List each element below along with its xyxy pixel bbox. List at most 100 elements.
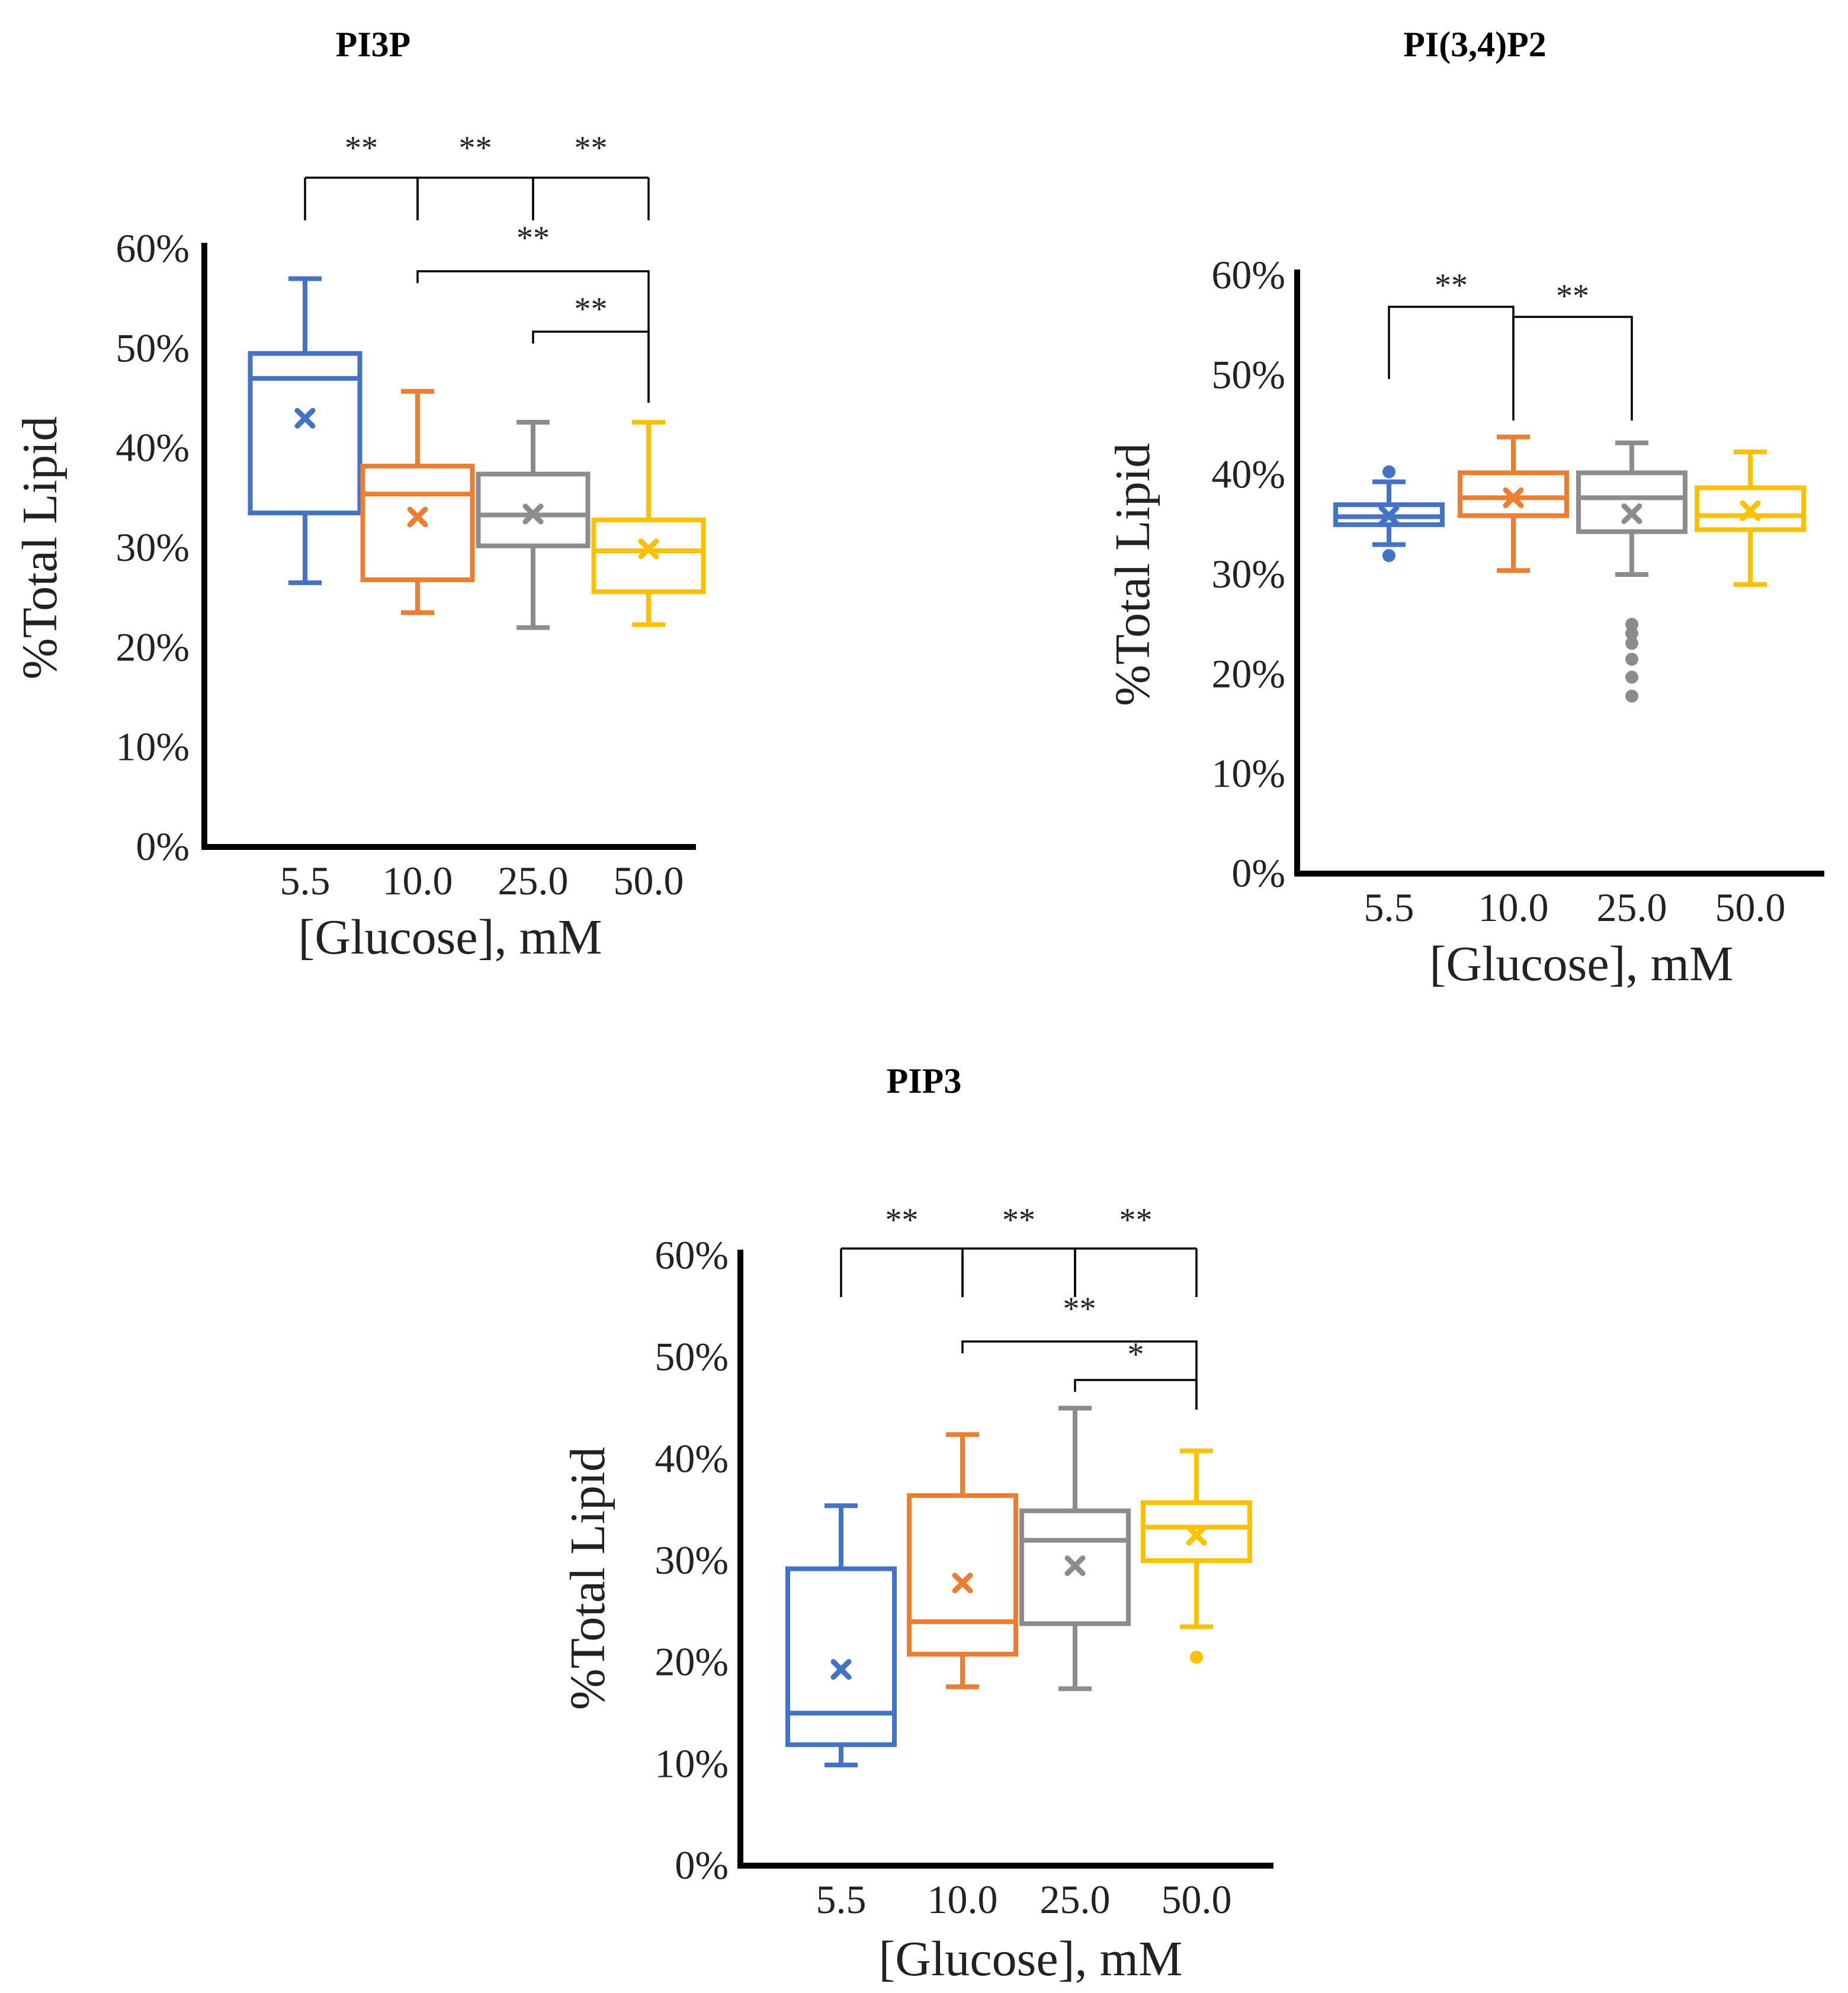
box-25.0 [1019, 1405, 1131, 1692]
significance-label: ** [886, 1202, 919, 1238]
mean-marker [407, 506, 428, 528]
mean-marker [830, 1659, 852, 1680]
axes [201, 243, 696, 850]
chart-panel-3: PIP3 0% 10% 20% 30% 40% 50% 60% 5.5 10.0 25.0 50.0 [… [560, 1061, 1273, 1986]
y-tick-label: 60% [1211, 252, 1285, 297]
outlier-point [1625, 618, 1638, 631]
y-tick-label: 10% [1211, 751, 1285, 796]
y-tick-label: 10% [654, 1741, 729, 1786]
chart-title: PIP3 [887, 1061, 962, 1100]
significance-label: ** [1063, 1291, 1096, 1327]
box-5.5 [1333, 465, 1445, 563]
significance-bracket [416, 176, 534, 220]
x-tick-label: 5.5 [816, 1877, 867, 1922]
significance-bracket [961, 1247, 1076, 1297]
chart-panel-1: PI3P 0% 10% 20% 30% 40% 50% 60% 5.5 10.0 25.0 50.0 [… [12, 25, 706, 965]
x-tick-label: 50.0 [1162, 1877, 1232, 1922]
y-axis-label: %Total Lipid [12, 416, 68, 679]
y-tick-label: 30% [1211, 551, 1285, 596]
box-25.0 [1576, 440, 1687, 703]
significance-label: ** [575, 291, 608, 328]
axes [737, 1250, 1273, 1869]
y-tick-label: 20% [1211, 651, 1285, 696]
significance-label: ** [1119, 1202, 1153, 1238]
x-tick-label: 25.0 [498, 858, 569, 903]
outlier-point [1190, 1651, 1203, 1664]
mean-marker [294, 407, 316, 429]
significance-brackets: ** ** ***** [840, 1202, 1198, 1410]
box-50.0 [1141, 1448, 1252, 1664]
iqr-box [785, 1566, 897, 1747]
x-tick-label: 10.0 [1478, 885, 1549, 930]
y-tick-label: 50% [1211, 352, 1285, 397]
y-tick-label: 50% [654, 1334, 729, 1379]
x-tick-label: 25.0 [1597, 885, 1667, 930]
outlier-point [1382, 549, 1395, 563]
x-tick-label: 10.0 [383, 858, 453, 903]
outlier-point [1625, 637, 1638, 650]
x-axis-label: [Glucose], mM [1429, 936, 1733, 991]
mean-marker [1503, 487, 1524, 508]
y-tick-label: 50% [116, 325, 190, 370]
significance-brackets: ** ** [1388, 267, 1633, 421]
y-axis-label: %Total Lipid [560, 1447, 615, 1710]
y-tick-label: 40% [116, 425, 190, 470]
y-tick-label: 60% [654, 1233, 729, 1278]
iqr-box [360, 463, 475, 582]
significance-bracket [1074, 1247, 1198, 1297]
mean-marker [522, 503, 544, 525]
x-axis-label: [Glucose], mM [298, 910, 602, 965]
y-tick-label: 30% [116, 525, 190, 570]
significance-bracket [961, 1340, 1198, 1410]
chart-title: PI3P [336, 25, 411, 64]
outlier-point [1625, 627, 1638, 640]
y-tick-label: 30% [654, 1538, 729, 1583]
significance-label: ** [459, 130, 492, 166]
box-50.0 [1695, 449, 1806, 587]
box-10.0 [1458, 434, 1569, 573]
mean-marker [1064, 1555, 1086, 1577]
x-axis-label: [Glucose], mM [878, 1931, 1182, 1986]
outlier-point [1625, 653, 1638, 666]
significance-label: ** [345, 130, 378, 166]
significance-bracket [532, 330, 650, 403]
outlier-point [1625, 670, 1638, 684]
significance-label: ** [575, 130, 608, 166]
significance-brackets: ** ** ** ** ** [304, 130, 650, 403]
iqr-box [907, 1493, 1018, 1657]
x-tick-label: 10.0 [928, 1877, 998, 1922]
y-tick-label: 0% [1231, 851, 1285, 896]
y-tick-label: 40% [1211, 452, 1285, 497]
x-tick-label: 25.0 [1040, 1877, 1111, 1922]
x-tick-label: 5.5 [1364, 885, 1414, 930]
significance-label: * [1128, 1336, 1144, 1373]
iqr-box [1141, 1500, 1252, 1563]
x-tick-label: 50.0 [1715, 885, 1786, 930]
y-tick-label: 20% [116, 624, 190, 669]
significance-label: ** [1435, 267, 1468, 304]
significance-bracket [840, 1247, 964, 1297]
outlier-point [1625, 689, 1638, 703]
mean-marker [952, 1572, 973, 1594]
y-tick-label: 10% [116, 724, 190, 769]
y-tick-label: 40% [654, 1436, 729, 1481]
significance-bracket [532, 176, 650, 220]
outlier-point [1382, 465, 1395, 479]
x-tick-label: 50.0 [614, 858, 684, 903]
chart-panel-2: PI(3,4)P2 0% 10% 20% 30% 40% 50% 60% 5.5 10.0 25.0… [1105, 25, 1824, 991]
significance-bracket [304, 176, 419, 220]
box-10.0 [907, 1432, 1018, 1689]
chart-title: PI(3,4)P2 [1403, 25, 1547, 64]
significance-bracket [1388, 306, 1515, 421]
x-tick-label: 5.5 [280, 858, 331, 903]
y-tick-label: 0% [675, 1843, 729, 1888]
axes [1294, 269, 1824, 877]
mean-marker [1378, 505, 1400, 527]
significance-label: ** [1002, 1202, 1035, 1238]
mean-marker [1621, 503, 1642, 524]
mean-marker [638, 538, 659, 560]
box-5.5 [248, 276, 362, 585]
significance-label: ** [1556, 278, 1589, 314]
significance-label: ** [516, 220, 550, 256]
